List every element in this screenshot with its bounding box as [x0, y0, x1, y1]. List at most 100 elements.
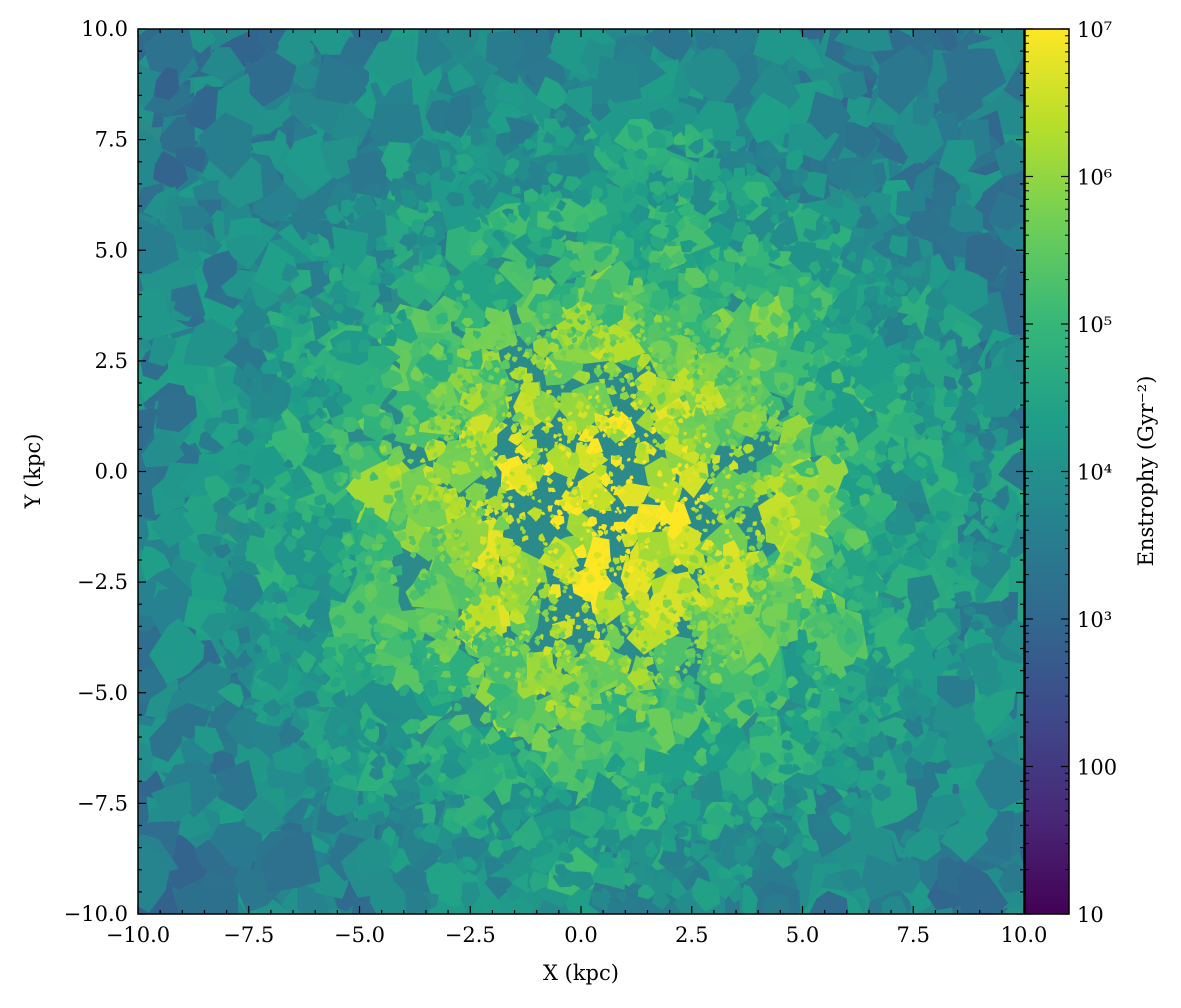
- voronoi-cell: [511, 574, 523, 586]
- voronoi-cell: [227, 487, 248, 502]
- voronoi-cell: [680, 390, 685, 395]
- voronoi-cell: [739, 513, 746, 520]
- voronoi-cell: [655, 616, 680, 639]
- voronoi-cell: [541, 419, 546, 424]
- voronoi-cell: [578, 313, 587, 322]
- voronoi-cell: [468, 435, 474, 442]
- voronoi-cell: [422, 660, 436, 675]
- voronoi-cell: [781, 739, 794, 751]
- voronoi-cell: [491, 656, 498, 665]
- voronoi-cell: [540, 236, 552, 249]
- voronoi-cell: [601, 628, 606, 634]
- voronoi-cell: [399, 684, 410, 697]
- voronoi-cell: [640, 523, 644, 527]
- voronoi-cell: [540, 358, 546, 365]
- voronoi-cell: [998, 449, 1024, 493]
- voronoi-cell: [472, 768, 486, 785]
- voronoi-cell: [596, 398, 601, 403]
- voronoi-cell: [715, 741, 731, 760]
- voronoi-cell: [301, 549, 317, 563]
- voronoi-cell: [755, 617, 760, 622]
- voronoi-cell: [438, 614, 445, 621]
- voronoi-cell: [698, 504, 703, 509]
- voronoi-cell: [616, 716, 630, 725]
- voronoi-cell: [568, 595, 573, 599]
- voronoi-cell: [525, 336, 531, 344]
- voronoi-cell: [162, 760, 225, 818]
- voronoi-cell: [677, 202, 695, 218]
- voronoi-cell: [609, 623, 614, 631]
- voronoi-cell: [456, 411, 463, 418]
- voronoi-cell: [464, 551, 470, 557]
- voronoi-cell: [388, 662, 420, 692]
- voronoi-cell: [509, 270, 524, 284]
- voronoi-cell: [786, 437, 794, 444]
- voronoi-cell: [767, 442, 773, 447]
- voronoi-cell: [644, 504, 649, 510]
- y-tick-label: 0.0: [95, 460, 128, 484]
- x-tick-label: 0.0: [564, 923, 597, 947]
- voronoi-cell: [592, 464, 601, 472]
- voronoi-cell: [340, 199, 357, 217]
- voronoi-cell: [602, 308, 608, 314]
- voronoi-cell: [451, 546, 457, 552]
- voronoi-cell: [666, 793, 701, 831]
- voronoi-cell: [494, 535, 504, 546]
- voronoi-cell: [569, 555, 575, 561]
- voronoi-cell: [728, 793, 739, 805]
- voronoi-cell: [788, 534, 794, 540]
- voronoi-cell: [532, 388, 562, 426]
- voronoi-cell: [485, 30, 526, 74]
- voronoi-cell: [363, 507, 375, 516]
- voronoi-cell: [741, 558, 747, 563]
- voronoi-cell: [775, 409, 781, 416]
- y-tick-label: 2.5: [95, 349, 128, 373]
- voronoi-cell: [876, 684, 889, 697]
- voronoi-cell: [480, 578, 501, 599]
- voronoi-cell: [879, 703, 892, 717]
- voronoi-cell: [649, 288, 670, 313]
- voronoi-cell: [770, 781, 785, 803]
- voronoi-cell: [688, 329, 696, 336]
- voronoi-cell: [609, 500, 614, 505]
- voronoi-cell: [254, 417, 272, 434]
- voronoi-cell: [387, 565, 403, 576]
- voronoi-cell: [779, 449, 787, 456]
- voronoi-cell: [521, 387, 526, 393]
- voronoi-cell: [461, 632, 473, 643]
- voronoi-cell: [591, 185, 603, 200]
- voronoi-cell: [666, 364, 673, 372]
- voronoi-cell: [453, 280, 464, 291]
- voronoi-cell: [862, 543, 871, 557]
- voronoi-cell: [667, 444, 672, 451]
- voronoi-cell: [969, 460, 981, 473]
- voronoi-cell: [766, 416, 781, 431]
- voronoi-cell: [544, 398, 549, 404]
- voronoi-cell: [673, 363, 677, 369]
- voronoi-cell: [562, 176, 582, 192]
- voronoi-cell: [375, 569, 393, 583]
- voronoi-cell: [573, 730, 586, 746]
- voronoi-cell: [450, 557, 457, 565]
- voronoi-cell: [553, 640, 560, 647]
- voronoi-cell: [612, 557, 620, 565]
- voronoi-cell: [728, 597, 739, 606]
- voronoi-cell: [445, 578, 452, 584]
- voronoi-cell: [534, 635, 541, 642]
- voronoi-cell: [746, 527, 753, 533]
- voronoi-cell: [477, 741, 490, 761]
- voronoi-cell: [274, 349, 285, 362]
- voronoi-cell: [464, 570, 479, 590]
- voronoi-cell: [603, 556, 612, 563]
- voronoi-cell: [445, 503, 451, 507]
- voronoi-cell: [744, 535, 750, 540]
- voronoi-cell: [998, 862, 1024, 894]
- voronoi-cell: [473, 556, 479, 563]
- voronoi-cell: [419, 821, 442, 844]
- voronoi-cell: [453, 460, 472, 476]
- voronoi-cell: [623, 584, 628, 590]
- voronoi-cell: [708, 425, 715, 432]
- voronoi-cell: [638, 884, 655, 900]
- voronoi-cell: [249, 47, 297, 107]
- voronoi-cell: [807, 715, 822, 733]
